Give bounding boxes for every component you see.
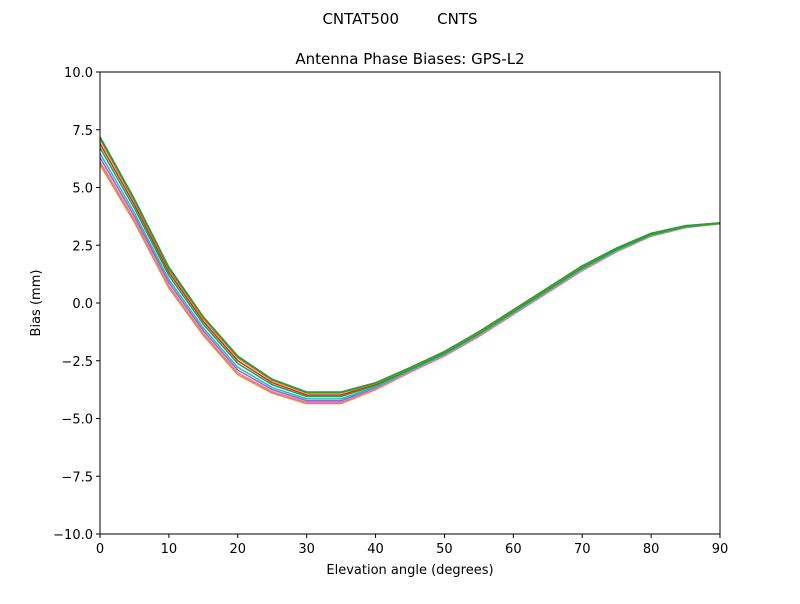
x-tick-label: 50 (436, 542, 453, 557)
y-tick-label: 10.0 (64, 66, 93, 81)
y-tick-label: 7.5 (72, 124, 93, 139)
y-tick-label: 0.0 (72, 297, 93, 312)
x-tick-label: 40 (367, 542, 384, 557)
y-tick-label: 5.0 (72, 182, 93, 197)
y-tick-label: 2.5 (72, 239, 93, 254)
x-tick-label: 80 (643, 542, 660, 557)
series-line-9 (100, 137, 720, 394)
series-lines (100, 136, 720, 405)
x-tick-label: 20 (230, 542, 247, 557)
x-tick-label: 0 (96, 542, 104, 557)
y-tick-label: −2.5 (61, 355, 93, 370)
chart-title: Antenna Phase Biases: GPS-L2 (295, 50, 524, 68)
axis-ticks: 0 10 20 30 40 50 60 70 80 90 −10.0 −7.5 −5.0 −2.5 0.0 2… (53, 66, 728, 557)
x-tick-label: 60 (505, 542, 522, 557)
y-axis-label: Bias (mm) (29, 270, 44, 337)
y-tick-label: −5.0 (61, 413, 93, 428)
x-tick-label: 10 (161, 542, 178, 557)
series-line-5 (100, 161, 720, 404)
x-tick-label: 30 (298, 542, 315, 557)
plot-frame (99, 71, 721, 535)
series-line-6 (100, 152, 720, 400)
y-tick-label: −10.0 (53, 528, 93, 543)
figure-suptitle: CNTAT500 CNTS (322, 10, 477, 28)
x-tick-label: 70 (574, 542, 591, 557)
y-tick-label: −7.5 (61, 470, 93, 485)
series-line-8 (100, 147, 720, 398)
x-tick-label: 90 (712, 542, 729, 557)
x-axis-label: Elevation angle (degrees) (326, 563, 493, 578)
